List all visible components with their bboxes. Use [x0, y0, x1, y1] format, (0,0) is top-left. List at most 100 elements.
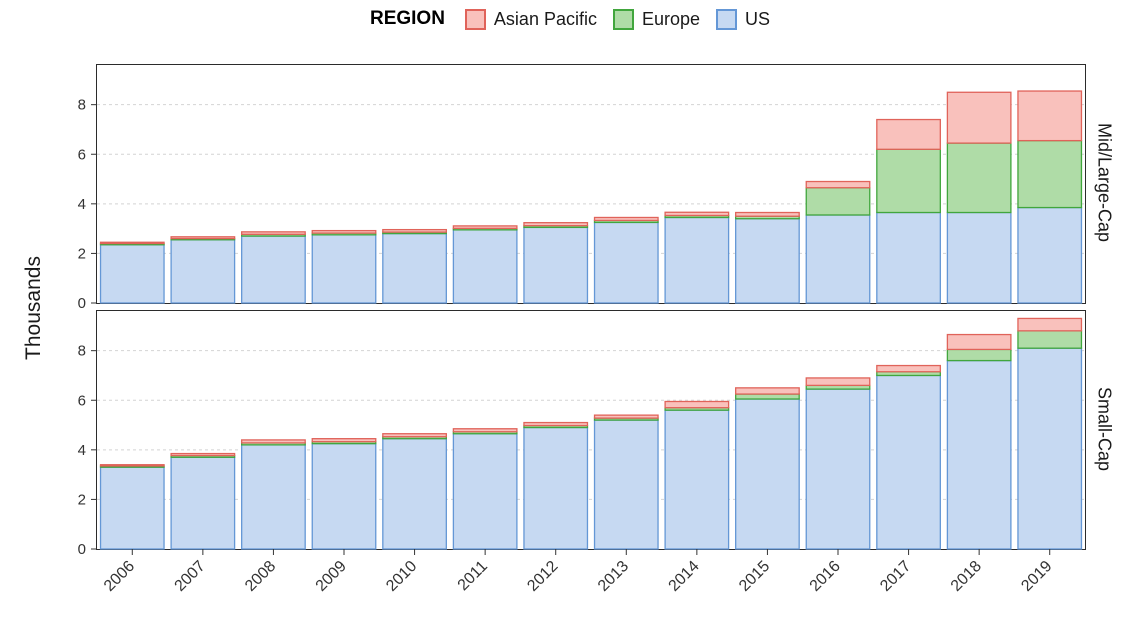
bar-segment — [664, 211, 730, 217]
legend: REGION Asian Pacific Europe US — [0, 8, 1140, 30]
bar-segment — [452, 225, 518, 230]
y-tick-label: 8 — [78, 343, 86, 360]
bar-segment — [876, 364, 941, 373]
facet-strip-small-cap: Small-Cap — [1094, 386, 1115, 472]
bar-segment — [382, 228, 447, 233]
legend-label-asian-pacific: Asian Pacific — [493, 8, 597, 29]
bar-segment — [876, 374, 941, 550]
bar-segment — [664, 216, 730, 304]
bar-segment — [946, 348, 1012, 362]
bar-segment — [241, 444, 306, 550]
bar-segment — [241, 235, 306, 304]
bar-segment — [1017, 139, 1083, 209]
legend-swatch-asian-pacific — [464, 8, 486, 30]
facet-plot-mid-large-cap: 0 2 4 6 8 — [78, 90, 1085, 312]
bar-segment — [805, 214, 871, 304]
y-tick-label: 4 — [78, 442, 86, 459]
bar-segment — [523, 222, 589, 227]
facet-panel-small-cap: 0 2 4 6 8 2006 2007 2008 2009 2010 2011 2012 2013 201… — [78, 310, 1086, 595]
y-tick-label: 0 — [78, 295, 86, 312]
legend-swatch-europe — [612, 8, 634, 30]
bar-segment — [1017, 206, 1083, 304]
bar-segment — [1017, 317, 1083, 332]
bar-segment — [452, 428, 518, 433]
bar-segment — [241, 231, 306, 235]
facet-plot-small-cap: 0 2 4 6 8 2006 2007 2008 2009 2010 2011 2012 2013 201… — [78, 317, 1085, 595]
x-tick-label: 2017 — [877, 558, 914, 595]
bar-segment — [946, 142, 1012, 214]
x-tick-label: 2010 — [383, 558, 420, 595]
legend-swatch-us — [716, 8, 738, 30]
x-tick-label: 2014 — [665, 558, 702, 595]
bar-segment — [99, 241, 165, 245]
bar-segment — [523, 426, 589, 550]
bar-segment — [805, 377, 871, 387]
bar-segment — [946, 359, 1012, 550]
y-tick-label: 2 — [78, 245, 86, 262]
legend-label-us: US — [745, 8, 771, 29]
x-tick-label: 2018 — [948, 558, 985, 595]
bar-segment — [735, 211, 800, 217]
bar-segment — [593, 419, 659, 550]
bar-segment — [382, 438, 447, 550]
bar-segment — [452, 433, 518, 550]
x-tick-label: 2012 — [524, 558, 561, 595]
legend-title: REGION — [369, 8, 445, 29]
bar-segment — [805, 388, 871, 550]
x-tick-label: 2016 — [807, 558, 844, 595]
x-tick-label: 2019 — [1018, 558, 1055, 595]
bar-segment — [170, 452, 236, 457]
bar-segment — [170, 456, 236, 550]
bar-segment — [664, 409, 730, 550]
bar-segment — [735, 218, 800, 304]
y-tick-label: 6 — [78, 146, 86, 163]
y-tick-label: 6 — [78, 392, 86, 409]
x-tick-label: 2008 — [242, 558, 279, 595]
bar-segment — [311, 234, 377, 304]
bar-segment — [805, 180, 871, 189]
bar-segment — [99, 244, 165, 304]
bar-segment — [1017, 347, 1083, 550]
bar-segment — [593, 414, 659, 419]
bar-segment — [523, 421, 589, 427]
bar-segment — [170, 236, 236, 240]
bar-segment — [735, 387, 800, 395]
bar-segment — [876, 148, 941, 214]
y-tick-label: 4 — [78, 196, 86, 213]
bar-segment — [1017, 90, 1083, 142]
bar-segment — [593, 221, 659, 304]
x-tick-label: 2013 — [595, 558, 632, 595]
facet-panel-mid-large-cap: 0 2 4 6 8 — [78, 64, 1086, 312]
bar-segment — [99, 464, 165, 467]
bar-segment — [735, 393, 800, 400]
x-tick-label: 2007 — [171, 558, 208, 595]
bar-segment — [99, 466, 165, 550]
bar-segment — [805, 187, 871, 216]
bar-segment — [241, 439, 306, 444]
y-tick-label: 0 — [78, 541, 86, 558]
legend-item-asian-pacific: Asian Pacific — [464, 8, 597, 30]
legend-item-europe: Europe — [612, 8, 701, 30]
bar-segment — [876, 211, 941, 304]
x-tick-label: 2015 — [736, 558, 773, 595]
bar-segment — [946, 91, 1012, 144]
bar-segment — [523, 226, 589, 304]
bar-segment — [382, 232, 447, 304]
bar-segment — [382, 433, 447, 438]
bar-segment — [311, 438, 377, 443]
bar-segment — [170, 239, 236, 304]
legend-label-europe: Europe — [641, 8, 701, 29]
bar-segment — [1017, 330, 1083, 349]
legend-item-us: US — [716, 8, 771, 30]
bar-segment — [946, 333, 1012, 351]
x-tick-label: 2009 — [313, 558, 350, 595]
facet-strip-mid-large-cap: Mid/Large-Cap — [1094, 123, 1115, 243]
bar-segment — [735, 398, 800, 550]
bar-segment — [311, 229, 377, 234]
y-tick-label: 2 — [78, 491, 86, 508]
x-tick-label: 2006 — [101, 558, 138, 595]
bar-segment — [664, 400, 730, 409]
bar-segment — [311, 442, 377, 550]
y-tick-label: 8 — [78, 97, 86, 114]
